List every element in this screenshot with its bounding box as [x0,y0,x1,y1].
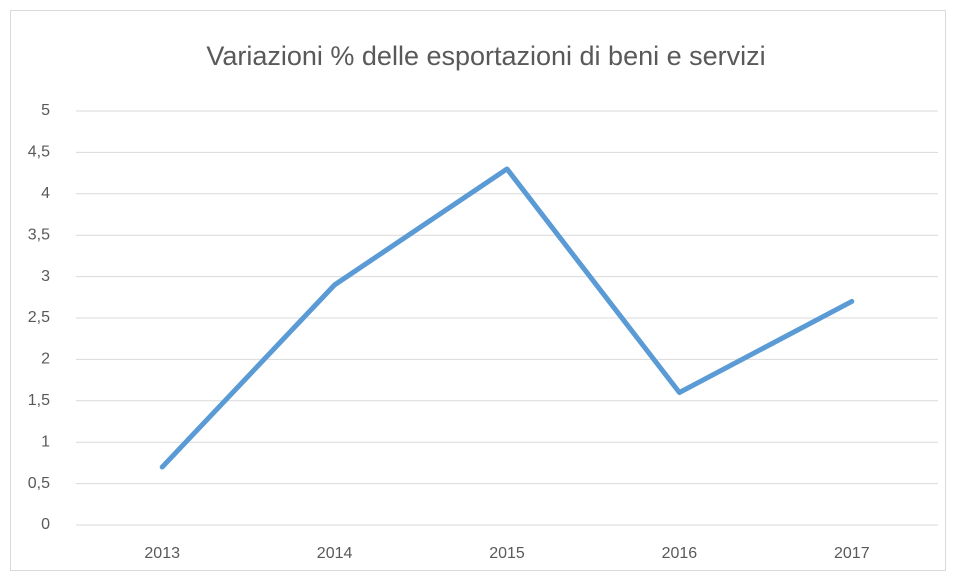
y-tick-label: 2 [41,351,50,368]
x-tick-label: 2014 [317,545,353,562]
data-line [159,166,855,470]
chart-title: Variazioni % delle esportazioni di beni … [206,41,765,71]
y-tick-label: 0,5 [28,475,50,492]
y-tick-label: 3,5 [28,226,50,243]
x-tick-label: 2015 [489,545,525,562]
y-tick-label: 5 [41,102,50,119]
y-tick-label: 0 [41,516,50,533]
y-tick-label: 1 [41,433,50,450]
y-tick-label: 2,5 [28,309,50,326]
y-tick-label: 1,5 [28,392,50,409]
x-tick-label: 2017 [834,545,870,562]
y-tick-label: 3 [41,268,50,285]
y-tick-label: 4,5 [28,144,50,161]
chart-border [10,10,946,571]
y-tick-label: 4 [41,185,50,202]
x-tick-label: 2016 [662,545,698,562]
x-tick-label: 2013 [144,545,180,562]
